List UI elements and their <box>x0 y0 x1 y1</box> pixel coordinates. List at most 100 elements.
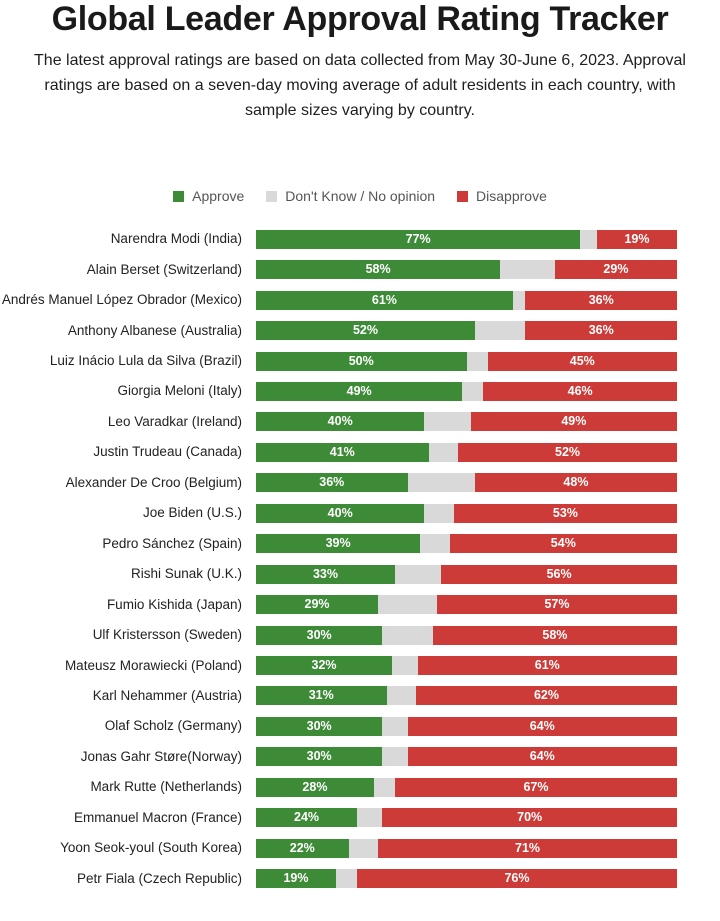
bar-approve <box>256 808 358 828</box>
bar-dont-know <box>407 473 475 493</box>
data-label-approve: 30% <box>306 749 332 764</box>
bar-disapprove <box>432 625 677 645</box>
bar-disapprove <box>554 260 677 280</box>
bar-disapprove <box>378 838 677 858</box>
bar-approve <box>256 716 383 736</box>
page-subtitle: The latest approval ratings are based on… <box>34 52 686 119</box>
data-label-disapprove: 58% <box>542 627 568 642</box>
bar-disapprove <box>487 351 677 371</box>
bar-dont-know <box>424 503 454 523</box>
bar-dont-know <box>348 838 379 858</box>
bar-dont-know <box>420 534 450 554</box>
data-label-approve: 40% <box>327 414 353 429</box>
bar-approve <box>256 412 425 432</box>
data-label-approve: 39% <box>325 536 351 551</box>
bar-approve <box>256 534 421 554</box>
data-label-disapprove: 48% <box>563 475 589 490</box>
bar-disapprove <box>437 595 677 615</box>
leader-label: Luiz Inácio Lula da Silva (Brazil) <box>49 353 242 369</box>
leader-label: Pedro Sánchez (Spain) <box>102 535 242 551</box>
bar-disapprove <box>474 473 677 493</box>
leader-label: Yoon Seok-youl (South Korea) <box>60 840 242 856</box>
leader-label: Rishi Sunak (U.K.) <box>130 566 242 582</box>
bar-disapprove <box>407 716 677 736</box>
bar-approve <box>256 625 383 645</box>
leader-label: Alain Berset (Switzerland) <box>86 261 242 277</box>
data-label-approve: 28% <box>302 779 328 794</box>
leader-label: Narendra Modi (India) <box>110 231 242 247</box>
bar-disapprove <box>449 534 677 554</box>
data-label-approve: 58% <box>365 262 391 277</box>
leader-label: Emmanuel Macron (France) <box>73 809 242 825</box>
data-label-disapprove: 19% <box>624 231 650 246</box>
leader-label: Alexander De Croo (Belgium) <box>65 474 242 490</box>
legend-label-approve: Approve <box>192 188 245 204</box>
bar-approve <box>256 442 429 462</box>
leader-label: Leo Varadkar (Ireland) <box>107 413 242 429</box>
data-label-disapprove: 52% <box>555 444 581 459</box>
data-label-disapprove: 64% <box>529 718 555 733</box>
bar-approve <box>256 473 408 493</box>
data-label-disapprove: 53% <box>552 505 578 520</box>
bar-disapprove <box>357 869 677 889</box>
data-label-disapprove: 61% <box>534 658 560 673</box>
leader-label: Giorgia Meloni (Italy) <box>117 383 242 399</box>
data-label-approve: 29% <box>304 597 330 612</box>
chart-legend: Approve Don't Know / No opinion Disappro… <box>0 186 720 206</box>
data-label-disapprove: 49% <box>561 414 587 429</box>
data-label-approve: 40% <box>327 505 353 520</box>
leader-label: Petr Fiala (Czech Republic) <box>76 870 242 886</box>
bar-dont-know <box>378 595 438 615</box>
bar-approve <box>256 351 467 371</box>
bar-disapprove <box>407 747 677 767</box>
bar-approve <box>256 503 425 523</box>
bar-disapprove <box>453 503 677 523</box>
data-label-approve: 52% <box>352 323 378 338</box>
bar-approve <box>256 564 395 584</box>
bar-disapprove <box>483 381 677 401</box>
data-label-disapprove: 45% <box>569 353 595 368</box>
data-label-disapprove: 56% <box>546 566 572 581</box>
data-label-approve: 36% <box>319 475 345 490</box>
approval-chart: Narendra Modi (India) 77% 19% Alain Berset … <box>0 226 720 896</box>
bar-approve <box>256 869 336 889</box>
bar-disapprove <box>394 777 677 797</box>
data-label-disapprove: 70% <box>517 810 543 825</box>
bar-disapprove <box>415 686 677 706</box>
bar-disapprove <box>470 412 677 432</box>
legend-label-disapprove: Disapprove <box>476 188 547 204</box>
bar-dont-know <box>335 869 358 889</box>
bar-disapprove <box>458 442 677 462</box>
legend-swatch-disapprove <box>457 190 469 202</box>
bar-dont-know <box>392 656 418 676</box>
bar-dont-know <box>428 442 459 462</box>
bar-dont-know <box>474 321 526 341</box>
legend-swatch-approve <box>173 190 185 202</box>
leader-label: Joe Biden (U.S.) <box>142 505 242 521</box>
bar-approve <box>256 747 383 767</box>
data-label-disapprove: 46% <box>567 383 593 398</box>
legend-swatch-dont-know <box>266 190 278 202</box>
data-label-approve: 77% <box>405 231 431 246</box>
bar-approve <box>256 290 513 310</box>
bar-approve <box>256 686 387 706</box>
bar-dont-know <box>357 808 383 828</box>
leader-label: Karl Nehammer (Austria) <box>92 687 242 703</box>
leader-label: Ulf Kristersson (Sweden) <box>92 627 242 643</box>
bar-disapprove <box>597 229 677 249</box>
bar-approve <box>256 260 501 280</box>
bar-disapprove <box>441 564 677 584</box>
data-label-disapprove: 67% <box>523 779 549 794</box>
bar-approve <box>256 838 349 858</box>
data-label-approve: 31% <box>308 688 334 703</box>
leader-label: Jonas Gahr Støre(Norway) <box>80 748 242 764</box>
data-label-approve: 19% <box>283 871 309 886</box>
bar-approve <box>256 229 581 249</box>
data-label-disapprove: 54% <box>550 536 576 551</box>
page-title: Global Leader Approval Rating Tracker <box>51 0 669 38</box>
bar-dont-know <box>424 412 471 432</box>
bar-dont-know <box>382 625 433 645</box>
bar-dont-know <box>382 747 408 767</box>
legend-item-dont-know: Don't Know / No opinion <box>266 186 435 206</box>
bar-approve <box>256 777 374 797</box>
